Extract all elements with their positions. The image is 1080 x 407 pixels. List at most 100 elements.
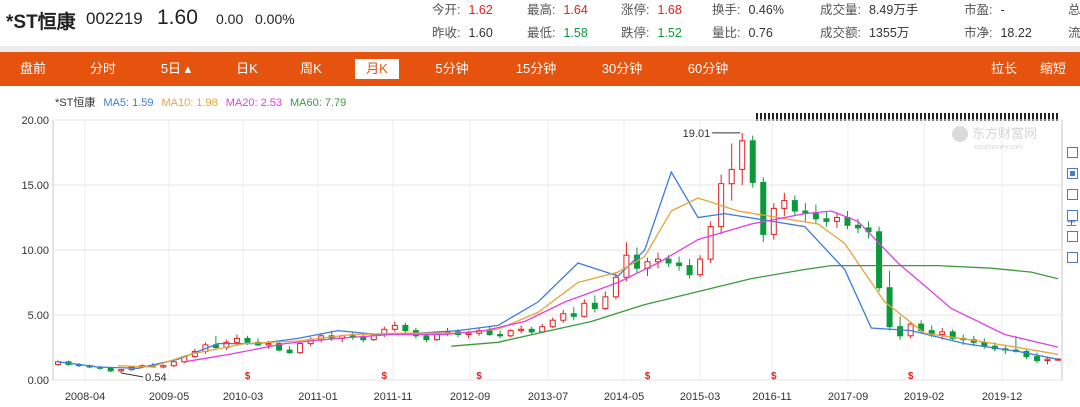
x-tick-label: 2011-01 (298, 391, 338, 403)
candle-body (402, 324, 409, 332)
x-tick-label: 2017-09 (828, 391, 868, 403)
tab-period[interactable]: 5日 ▴ (160, 61, 192, 76)
tab-period[interactable]: 5分钟 (435, 61, 469, 76)
quote-value: 1.62 (468, 3, 493, 17)
quote-field: 今开: 1.62 (432, 0, 493, 18)
candle-body (602, 296, 609, 310)
kline-chart: 20.00 15.00 10.00 5.00 0.00 2008-04 2009-05 201… (0, 90, 1080, 407)
quote-label: 成交量: (820, 3, 861, 17)
shrink-button[interactable]: 缩短 (1039, 61, 1066, 76)
ma-line-ma10 (117, 197, 1059, 368)
y-tick-label: 0.00 (28, 375, 49, 387)
indicator-checkbox[interactable] (1067, 189, 1078, 200)
period-toolbar: 盘前 分时 5日 ▴ 日K 周K 月K 5分钟 15分钟 30分钟 60分钟 拉长 缩短 (0, 52, 1080, 86)
header-divider (0, 46, 1080, 52)
quote-field: 市盈: - (964, 0, 1005, 18)
candle-body (823, 218, 830, 222)
quote-value: 1.58 (563, 26, 588, 40)
candle-body (739, 140, 746, 170)
dividend-marker[interactable]: $ (645, 371, 651, 382)
dividend-marker[interactable]: $ (476, 371, 482, 382)
indicator-checkbox[interactable] (1067, 147, 1078, 158)
dividend-marker[interactable]: $ (771, 371, 777, 382)
dividend-marker[interactable]: $ (245, 371, 251, 382)
quote-value: 1.68 (657, 3, 682, 17)
candle-body (833, 217, 840, 222)
candle-body (591, 302, 598, 310)
tab-period[interactable]: 30分钟 (601, 61, 643, 76)
candle-body (160, 365, 167, 368)
candle-body (707, 226, 714, 260)
candle-body (949, 331, 956, 339)
candle-body (391, 324, 398, 330)
legend-ticker: *ST恒康 (55, 95, 95, 109)
x-tick-label: 2011-11 (374, 391, 413, 403)
x-tick-label: 2012-09 (450, 391, 490, 403)
candle-body (276, 343, 283, 351)
candle-body (518, 328, 525, 332)
tab-period[interactable]: 分时 (89, 61, 116, 76)
quote-value: 1.64 (563, 3, 588, 17)
tab-period[interactable]: 月K (355, 59, 399, 79)
quote-field: 涨停: 1.68 (621, 0, 682, 18)
candle-body (897, 326, 904, 337)
price-change: 0.00 (216, 11, 244, 27)
quote-label: 最低: (527, 26, 556, 40)
quote-field: 量比: 0.76 (712, 22, 773, 41)
candle-body (497, 334, 504, 337)
high-annotation-label: 19.01 (683, 128, 711, 140)
quote-label: 今开: (432, 3, 461, 17)
stock-price: 1.60 (157, 6, 198, 29)
quote-label: 总 (1068, 3, 1080, 17)
candle-body (612, 276, 619, 298)
tab-period[interactable]: 60分钟 (687, 61, 729, 76)
legend-item: MA5: 1.59 (103, 97, 153, 109)
x-tick-label: 2015-03 (680, 391, 720, 403)
dividend-marker[interactable]: $ (382, 371, 388, 382)
candle-body (170, 361, 177, 367)
indicator-checkbox[interactable] (1067, 168, 1078, 179)
x-tick-label: 2008-04 (65, 391, 105, 403)
low-annotation-label: 0.54 (145, 372, 166, 384)
indicator-checkbox[interactable] (1067, 210, 1078, 221)
legend-item: MA20: 2.53 (226, 97, 282, 109)
candle-body (297, 343, 304, 354)
y-tick-label: 10.00 (21, 245, 49, 257)
quote-field: 昨收: 1.60 (432, 22, 493, 41)
quote-label: 流 (1068, 26, 1080, 40)
quote-field: 流 (1068, 22, 1080, 41)
quote-value: 1355万 (868, 26, 910, 40)
quote-field: 跌停: 1.52 (621, 22, 682, 41)
quote-label: 昨收: (432, 26, 461, 40)
quote-field: 最低: 1.58 (527, 22, 588, 41)
watermark: 东方财富网 eastmoney.com (952, 126, 1037, 151)
indicator-checkbox[interactable] (1067, 231, 1078, 242)
x-tick-label: 2019-12 (982, 391, 1022, 403)
candle-body (528, 328, 535, 333)
candle-body (107, 367, 114, 372)
tab-period[interactable]: 日K (236, 61, 258, 76)
quote-field: 最高: 1.64 (527, 0, 588, 18)
candle-body (665, 258, 672, 264)
tab-period[interactable]: 15分钟 (515, 61, 557, 76)
kline-chart-canvas[interactable]: 20.00 15.00 10.00 5.00 0.00 2008-04 2009-05 201… (0, 90, 1080, 407)
stretch-button[interactable]: 拉长 (990, 61, 1017, 76)
quote-field: 成交量: 8.49万手 (820, 0, 918, 18)
candle-body (728, 168, 735, 185)
candle-body (560, 313, 567, 321)
tab-period[interactable]: 盘前 (19, 61, 46, 76)
candle-body (1033, 356, 1040, 362)
indicator-checkbox[interactable] (1067, 252, 1078, 263)
tab-period[interactable]: 周K (300, 61, 322, 76)
candle-body (539, 326, 546, 333)
candle-body (686, 265, 693, 276)
side-panel-title: 主 (1066, 216, 1077, 228)
candle-body (118, 369, 125, 372)
dividend-marker[interactable]: $ (908, 371, 914, 382)
watermark-text: 东方财富网 (972, 126, 1037, 141)
quote-value: 1.52 (657, 26, 682, 40)
quote-value: 8.49万手 (868, 3, 919, 17)
quote-value: 18.22 (1000, 26, 1032, 40)
quote-label: 市盈: (964, 3, 993, 17)
quote-label: 涨停: (621, 3, 650, 17)
